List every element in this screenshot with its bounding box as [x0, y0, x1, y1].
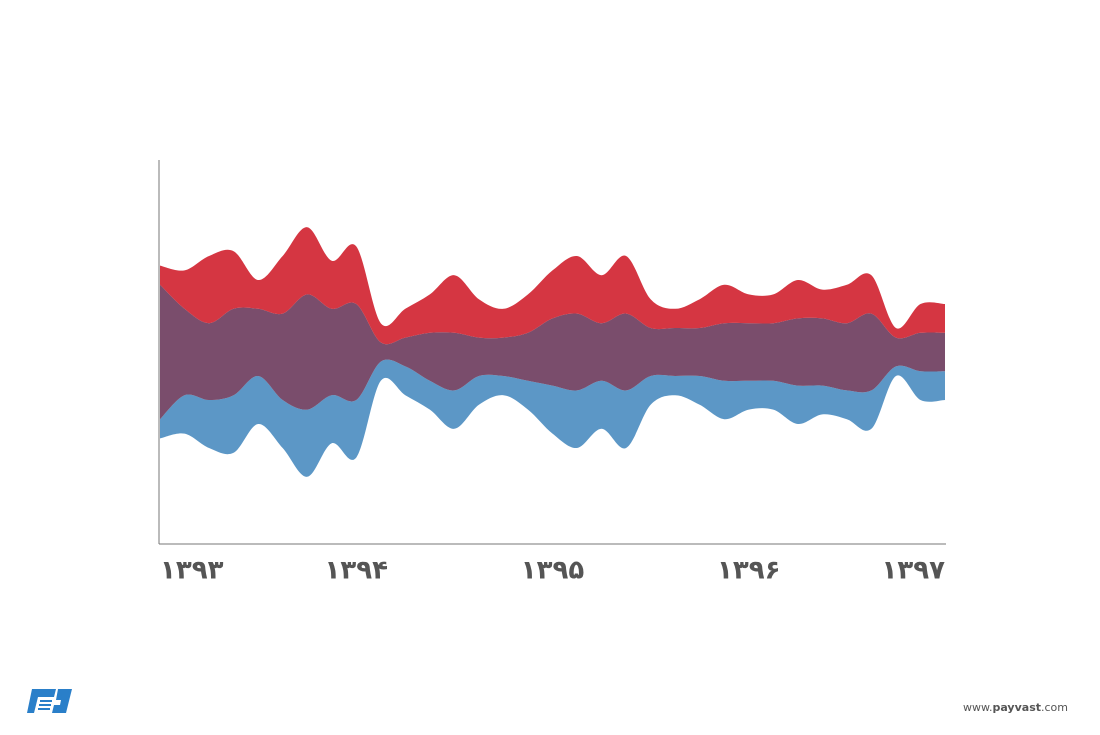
- x-tick-label: ۱۳۹۴: [325, 556, 388, 586]
- footer-url: www.payvast.com: [963, 701, 1068, 714]
- plot: [160, 227, 945, 477]
- stream-layer: [160, 284, 945, 420]
- x-tick-label: ۱۳۹۷: [882, 556, 946, 586]
- logo: [27, 689, 72, 713]
- footer-suffix: .com: [1041, 701, 1068, 714]
- footer-prefix: www.: [963, 701, 992, 714]
- stream-layer: [160, 227, 945, 345]
- x-tick-label: ۱۳۹۵: [521, 556, 585, 586]
- stream-layer: [160, 359, 945, 477]
- x-tick-label: ۱۳۹۶: [717, 556, 780, 586]
- x-tick-label: ۱۳۹۳: [160, 556, 224, 586]
- footer-brand: payvast: [992, 701, 1041, 714]
